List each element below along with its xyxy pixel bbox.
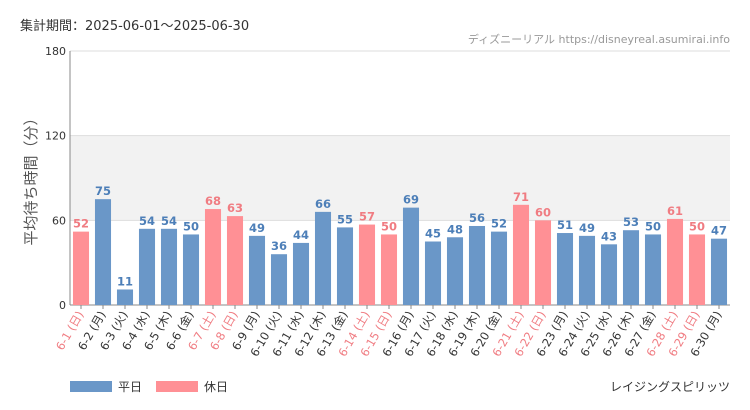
- data-label: 55: [337, 212, 353, 226]
- bar: [94, 199, 112, 305]
- legend-label-holiday: 休日: [204, 380, 229, 394]
- bar: [556, 233, 574, 305]
- data-label: 43: [601, 229, 617, 243]
- data-label: 50: [689, 219, 705, 233]
- bar: [204, 209, 222, 305]
- bar: [578, 235, 596, 305]
- data-label: 11: [117, 274, 133, 288]
- bar: [490, 231, 508, 305]
- data-label: 52: [73, 217, 89, 231]
- legend-item-holiday: 休日: [156, 378, 228, 395]
- data-label: 54: [139, 214, 155, 228]
- bar: [138, 228, 156, 305]
- data-label: 57: [359, 210, 375, 224]
- data-label: 52: [491, 217, 507, 231]
- legend-item-weekday: 平日: [70, 378, 142, 395]
- bar: [358, 224, 376, 305]
- data-label: 69: [403, 193, 419, 207]
- bar: [226, 216, 244, 305]
- bar: [248, 235, 266, 305]
- y-tick-label: 0: [59, 299, 66, 312]
- data-label: 47: [711, 224, 727, 238]
- data-label: 63: [227, 201, 243, 215]
- bar: [512, 204, 530, 305]
- collection-period: 集計期間：2025-06-01～2025-06-30: [20, 19, 250, 34]
- bar: [402, 207, 420, 305]
- bar: [424, 241, 442, 305]
- bar: [534, 220, 552, 305]
- data-label: 61: [667, 204, 683, 218]
- bar: [314, 211, 332, 305]
- legend: 平日 休日: [70, 378, 228, 395]
- source-credit: ディズニーリアル https://disneyreal.asumirai.inf…: [467, 33, 730, 46]
- data-label: 50: [381, 219, 397, 233]
- data-label: 71: [513, 190, 529, 204]
- shaded-band: [70, 135, 730, 221]
- data-label: 50: [183, 219, 199, 233]
- bar: [182, 234, 200, 305]
- data-label: 49: [579, 221, 595, 235]
- bar: [336, 227, 354, 305]
- bar: [468, 225, 486, 305]
- data-label: 51: [557, 218, 573, 232]
- data-label: 44: [293, 228, 309, 242]
- data-label: 68: [205, 194, 221, 208]
- attraction-name: レイジングスピリッツ: [609, 380, 730, 394]
- data-label: 36: [271, 239, 287, 253]
- legend-swatch-weekday: [70, 381, 112, 392]
- bar: [292, 242, 310, 305]
- bar: [446, 237, 464, 305]
- bar: [710, 238, 728, 305]
- bar: [116, 289, 134, 305]
- data-label: 53: [623, 215, 639, 229]
- y-tick-label: 120: [45, 130, 66, 143]
- data-label: 66: [315, 197, 331, 211]
- data-label: 45: [425, 227, 441, 241]
- bar: [72, 231, 90, 305]
- data-label: 50: [645, 219, 661, 233]
- data-label: 75: [95, 184, 111, 198]
- bar: [600, 244, 618, 305]
- bar: [666, 218, 684, 305]
- legend-label-weekday: 平日: [118, 380, 143, 394]
- data-label: 56: [469, 211, 485, 225]
- data-label: 48: [447, 222, 463, 236]
- data-label: 60: [535, 205, 551, 219]
- bar: [688, 234, 706, 305]
- y-tick-label: 60: [52, 214, 66, 227]
- y-axis-label: 平均待ち時間（分）: [22, 110, 40, 245]
- data-label: 54: [161, 214, 177, 228]
- data-label: 49: [249, 221, 265, 235]
- bar: [644, 234, 662, 305]
- bar: [380, 234, 398, 305]
- bar: [160, 228, 178, 305]
- y-tick-label: 180: [45, 45, 66, 58]
- bar: [622, 230, 640, 305]
- legend-swatch-holiday: [156, 381, 199, 392]
- bar: [270, 254, 288, 305]
